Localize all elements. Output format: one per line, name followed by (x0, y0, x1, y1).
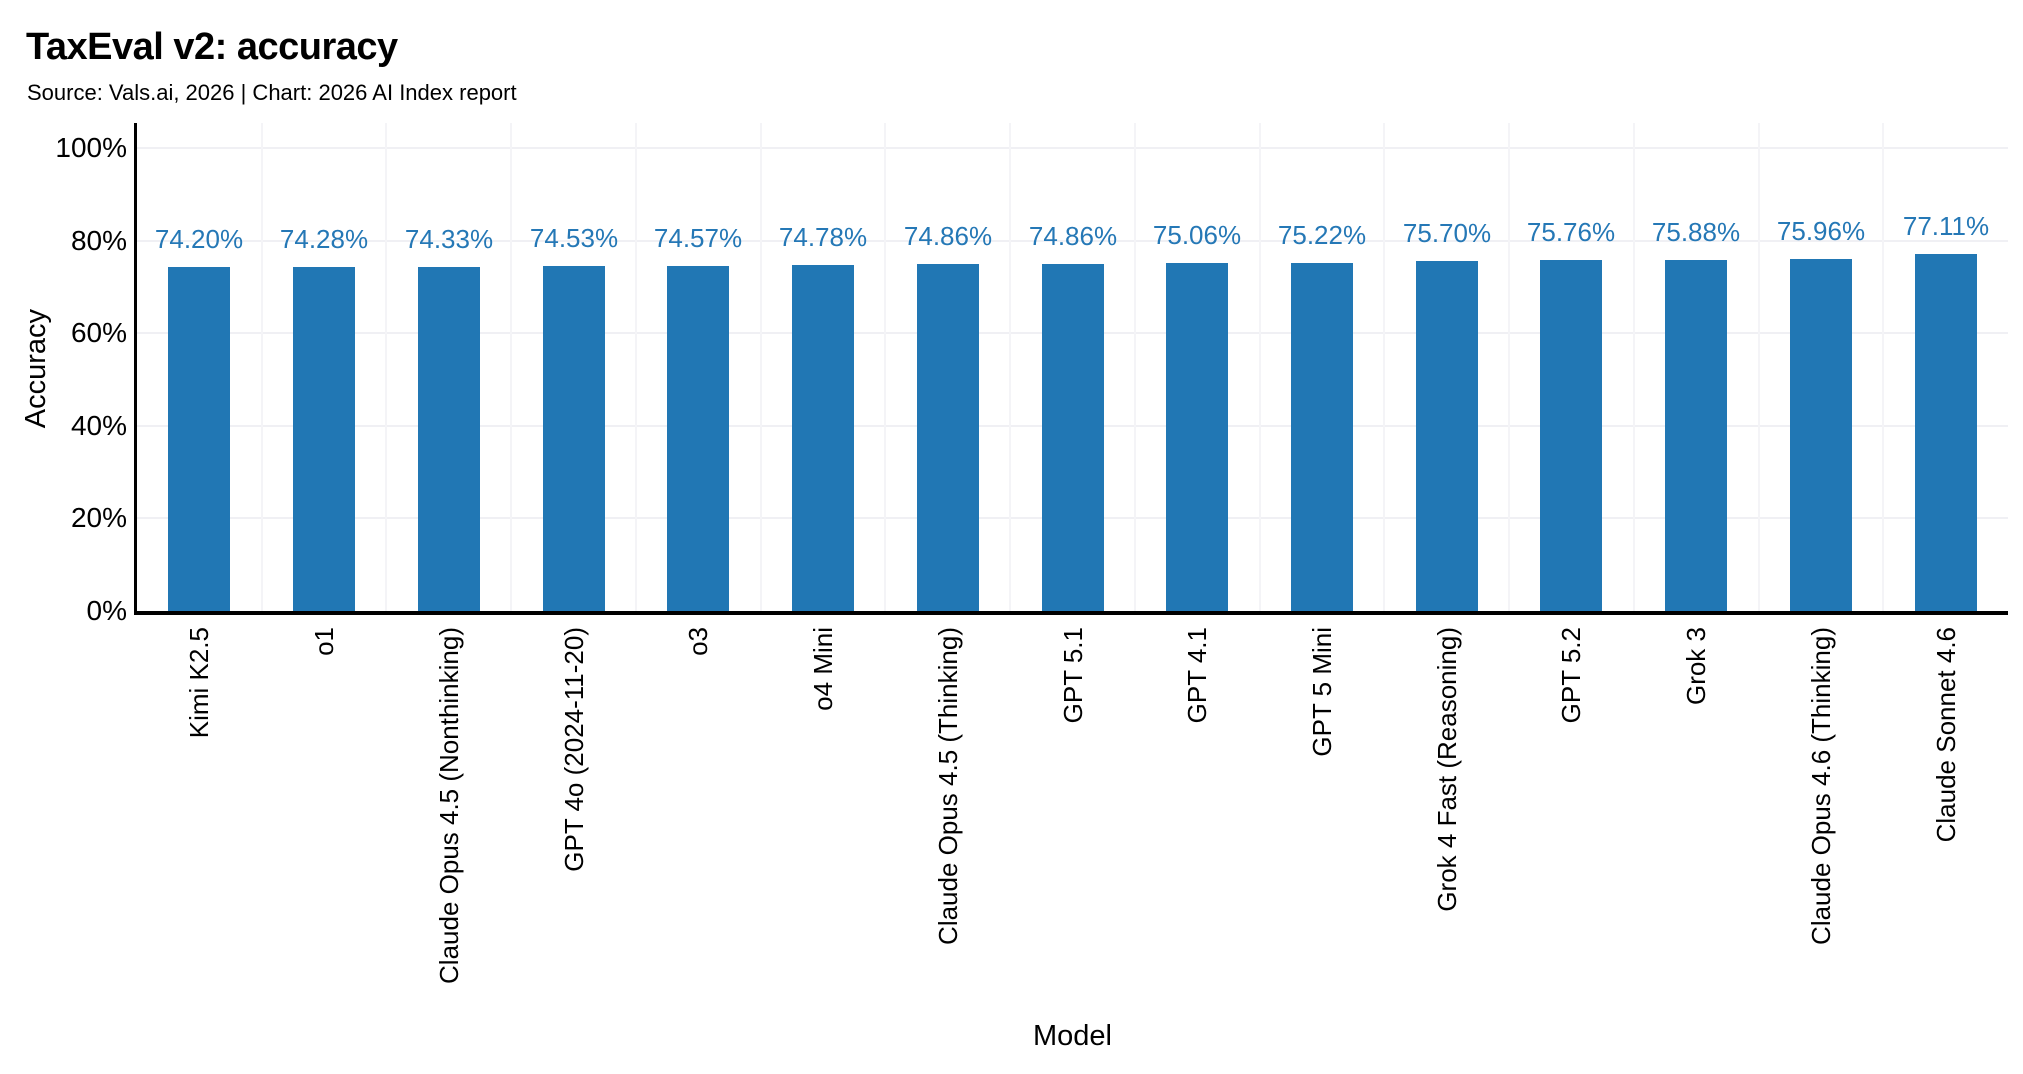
bar-value-label: 74.57% (653, 223, 743, 253)
bar (1915, 254, 1977, 611)
h-gridline (137, 239, 2008, 242)
bar (293, 267, 355, 611)
x-tick-label: GPT 4o (2024-11-20) (557, 627, 591, 1027)
bar (1665, 260, 1727, 611)
bar (792, 265, 854, 611)
x-tick-label: GPT 4.1 (1180, 627, 1214, 1027)
x-axis-title: Model (1033, 1020, 1112, 1052)
v-gridline (884, 123, 886, 611)
bar (1166, 263, 1228, 611)
v-gridline (635, 123, 637, 611)
h-gridline (137, 147, 2008, 149)
x-tick-label-text: GPT 5.1 (1057, 627, 1088, 724)
v-gridline (1009, 123, 1011, 611)
bar-value-label: 75.88% (1651, 217, 1741, 247)
x-tick-label: Claude Opus 4.5 (Thinking) (931, 627, 965, 1027)
x-tick-label-text: GPT 5.2 (1555, 627, 1586, 724)
bar-value-label: 74.53% (529, 223, 619, 253)
v-gridline (1882, 123, 1884, 611)
v-gridline (760, 123, 762, 611)
bar (1790, 259, 1852, 611)
v-gridline (1508, 123, 1510, 611)
x-tick-label: GPT 5 Mini (1305, 627, 1339, 1027)
chart-title: TaxEval v2: accuracy (26, 26, 398, 68)
x-tick-label: Claude Sonnet 4.6 (1929, 627, 1963, 1027)
x-tick-label-text: Grok 3 (1680, 627, 1711, 706)
x-tick-label-text: o4 Mini (807, 627, 838, 711)
v-gridline (1633, 123, 1635, 611)
y-axis-title: Accuracy (16, 123, 56, 615)
v-gridline (510, 123, 512, 611)
bar-value-label: 74.28% (279, 224, 369, 254)
bar-value-label: 74.20% (154, 224, 244, 254)
x-tick-label-text: GPT 4.1 (1181, 627, 1212, 724)
bar (1416, 261, 1478, 611)
bar-value-label: 75.22% (1277, 220, 1367, 250)
bar-value-label: 74.86% (903, 221, 993, 251)
v-gridline (1134, 123, 1136, 611)
chart-subtitle: Source: Vals.ai, 2026 | Chart: 2026 AI I… (27, 80, 517, 105)
x-tick-label-text: Claude Opus 4.6 (Thinking) (1805, 627, 1836, 945)
bar-value-label: 74.78% (778, 222, 868, 252)
x-tick-label: o4 Mini (806, 627, 840, 1027)
bar-value-label: 74.33% (404, 224, 494, 254)
x-tick-label: o3 (681, 627, 715, 1027)
v-gridline (1383, 123, 1385, 611)
x-tick-label: Claude Opus 4.5 (Nonthinking) (432, 627, 466, 1027)
bar (543, 266, 605, 611)
y-tick-label: 20% (70, 502, 127, 533)
y-tick-label: 60% (70, 317, 127, 348)
bar-value-label: 75.06% (1152, 220, 1242, 250)
x-tick-label-text: GPT 5 Mini (1306, 627, 1337, 757)
bar-value-label: 75.70% (1402, 218, 1492, 248)
bar (1291, 263, 1353, 611)
v-gridline (1758, 123, 1760, 611)
plot-area: 74.20% 74.28% 74.33% 74.53% 74.57% 74.78% 74.8… (134, 123, 2008, 615)
v-gridline (1259, 123, 1261, 611)
x-tick-label: Kimi K2.5 (182, 627, 216, 1027)
bar (667, 266, 729, 611)
x-tick-label-text: Kimi K2.5 (183, 627, 214, 739)
v-gridline (261, 123, 263, 611)
x-tick-label-text: o1 (308, 627, 339, 656)
x-tick-label-text: Claude Sonnet 4.6 (1930, 627, 1961, 843)
y-tick-label: 40% (70, 410, 127, 441)
bar-value-label: 75.96% (1776, 216, 1866, 246)
bar-value-label: 75.76% (1526, 217, 1616, 247)
x-tick-label: Grok 4 Fast (Reasoning) (1430, 627, 1464, 1027)
bar (168, 267, 230, 611)
x-tick-label-text: GPT 4o (2024-11-20) (558, 627, 589, 872)
y-tick-label: 0% (86, 595, 127, 626)
x-tick-label-text: Claude Opus 4.5 (Thinking) (932, 627, 963, 945)
y-tick-label: 80% (70, 225, 127, 256)
x-tick-label: Claude Opus 4.6 (Thinking) (1804, 627, 1838, 1027)
x-tick-label: o1 (307, 627, 341, 1027)
bar (418, 267, 480, 611)
bar (917, 264, 979, 611)
x-tick-label-text: Claude Opus 4.5 (Nonthinking) (433, 627, 464, 984)
y-tick-label: 100% (55, 132, 127, 163)
x-tick-label: Grok 3 (1679, 627, 1713, 1027)
bar-value-label: 77.11% (1902, 211, 1990, 241)
bar-value-label: 74.86% (1028, 221, 1118, 251)
x-tick-label: GPT 5.2 (1554, 627, 1588, 1027)
bar (1540, 260, 1602, 611)
bar (1042, 264, 1104, 611)
x-tick-label-text: o3 (682, 627, 713, 656)
x-tick-label: GPT 5.1 (1056, 627, 1090, 1027)
x-tick-label-text: Grok 4 Fast (Reasoning) (1431, 627, 1462, 912)
v-gridline (385, 123, 387, 611)
